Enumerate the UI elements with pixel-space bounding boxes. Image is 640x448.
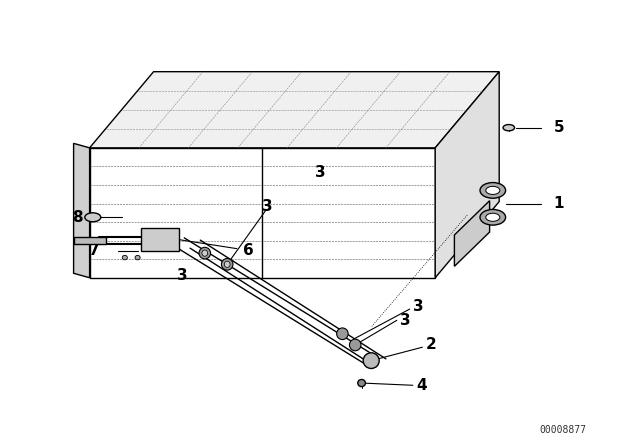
Text: 8: 8 [72,210,83,225]
Text: 7: 7 [88,243,99,258]
Polygon shape [141,228,179,251]
Polygon shape [90,72,499,148]
Ellipse shape [225,261,230,267]
Ellipse shape [349,339,361,351]
Ellipse shape [199,247,211,259]
Text: 3: 3 [400,313,411,328]
Text: 3: 3 [315,165,325,180]
Text: 3: 3 [177,268,188,283]
Text: 3: 3 [262,198,273,214]
Text: 1: 1 [554,196,564,211]
Ellipse shape [358,379,365,387]
Text: 4: 4 [416,378,427,393]
Ellipse shape [122,255,127,260]
Text: 5: 5 [554,120,564,135]
Text: 6: 6 [243,243,254,258]
Text: 00008877: 00008877 [540,425,587,435]
Ellipse shape [480,183,506,198]
Ellipse shape [486,186,500,194]
Ellipse shape [486,213,500,221]
Ellipse shape [135,255,140,260]
Text: 3: 3 [413,299,424,314]
Ellipse shape [221,258,233,270]
Ellipse shape [337,328,348,340]
Ellipse shape [503,125,515,131]
Polygon shape [74,143,90,278]
Ellipse shape [202,250,207,256]
Polygon shape [454,201,490,266]
Polygon shape [74,237,106,244]
Text: 2: 2 [426,337,436,353]
Ellipse shape [364,353,380,368]
Ellipse shape [84,213,101,222]
Ellipse shape [480,210,506,225]
Polygon shape [435,72,499,278]
